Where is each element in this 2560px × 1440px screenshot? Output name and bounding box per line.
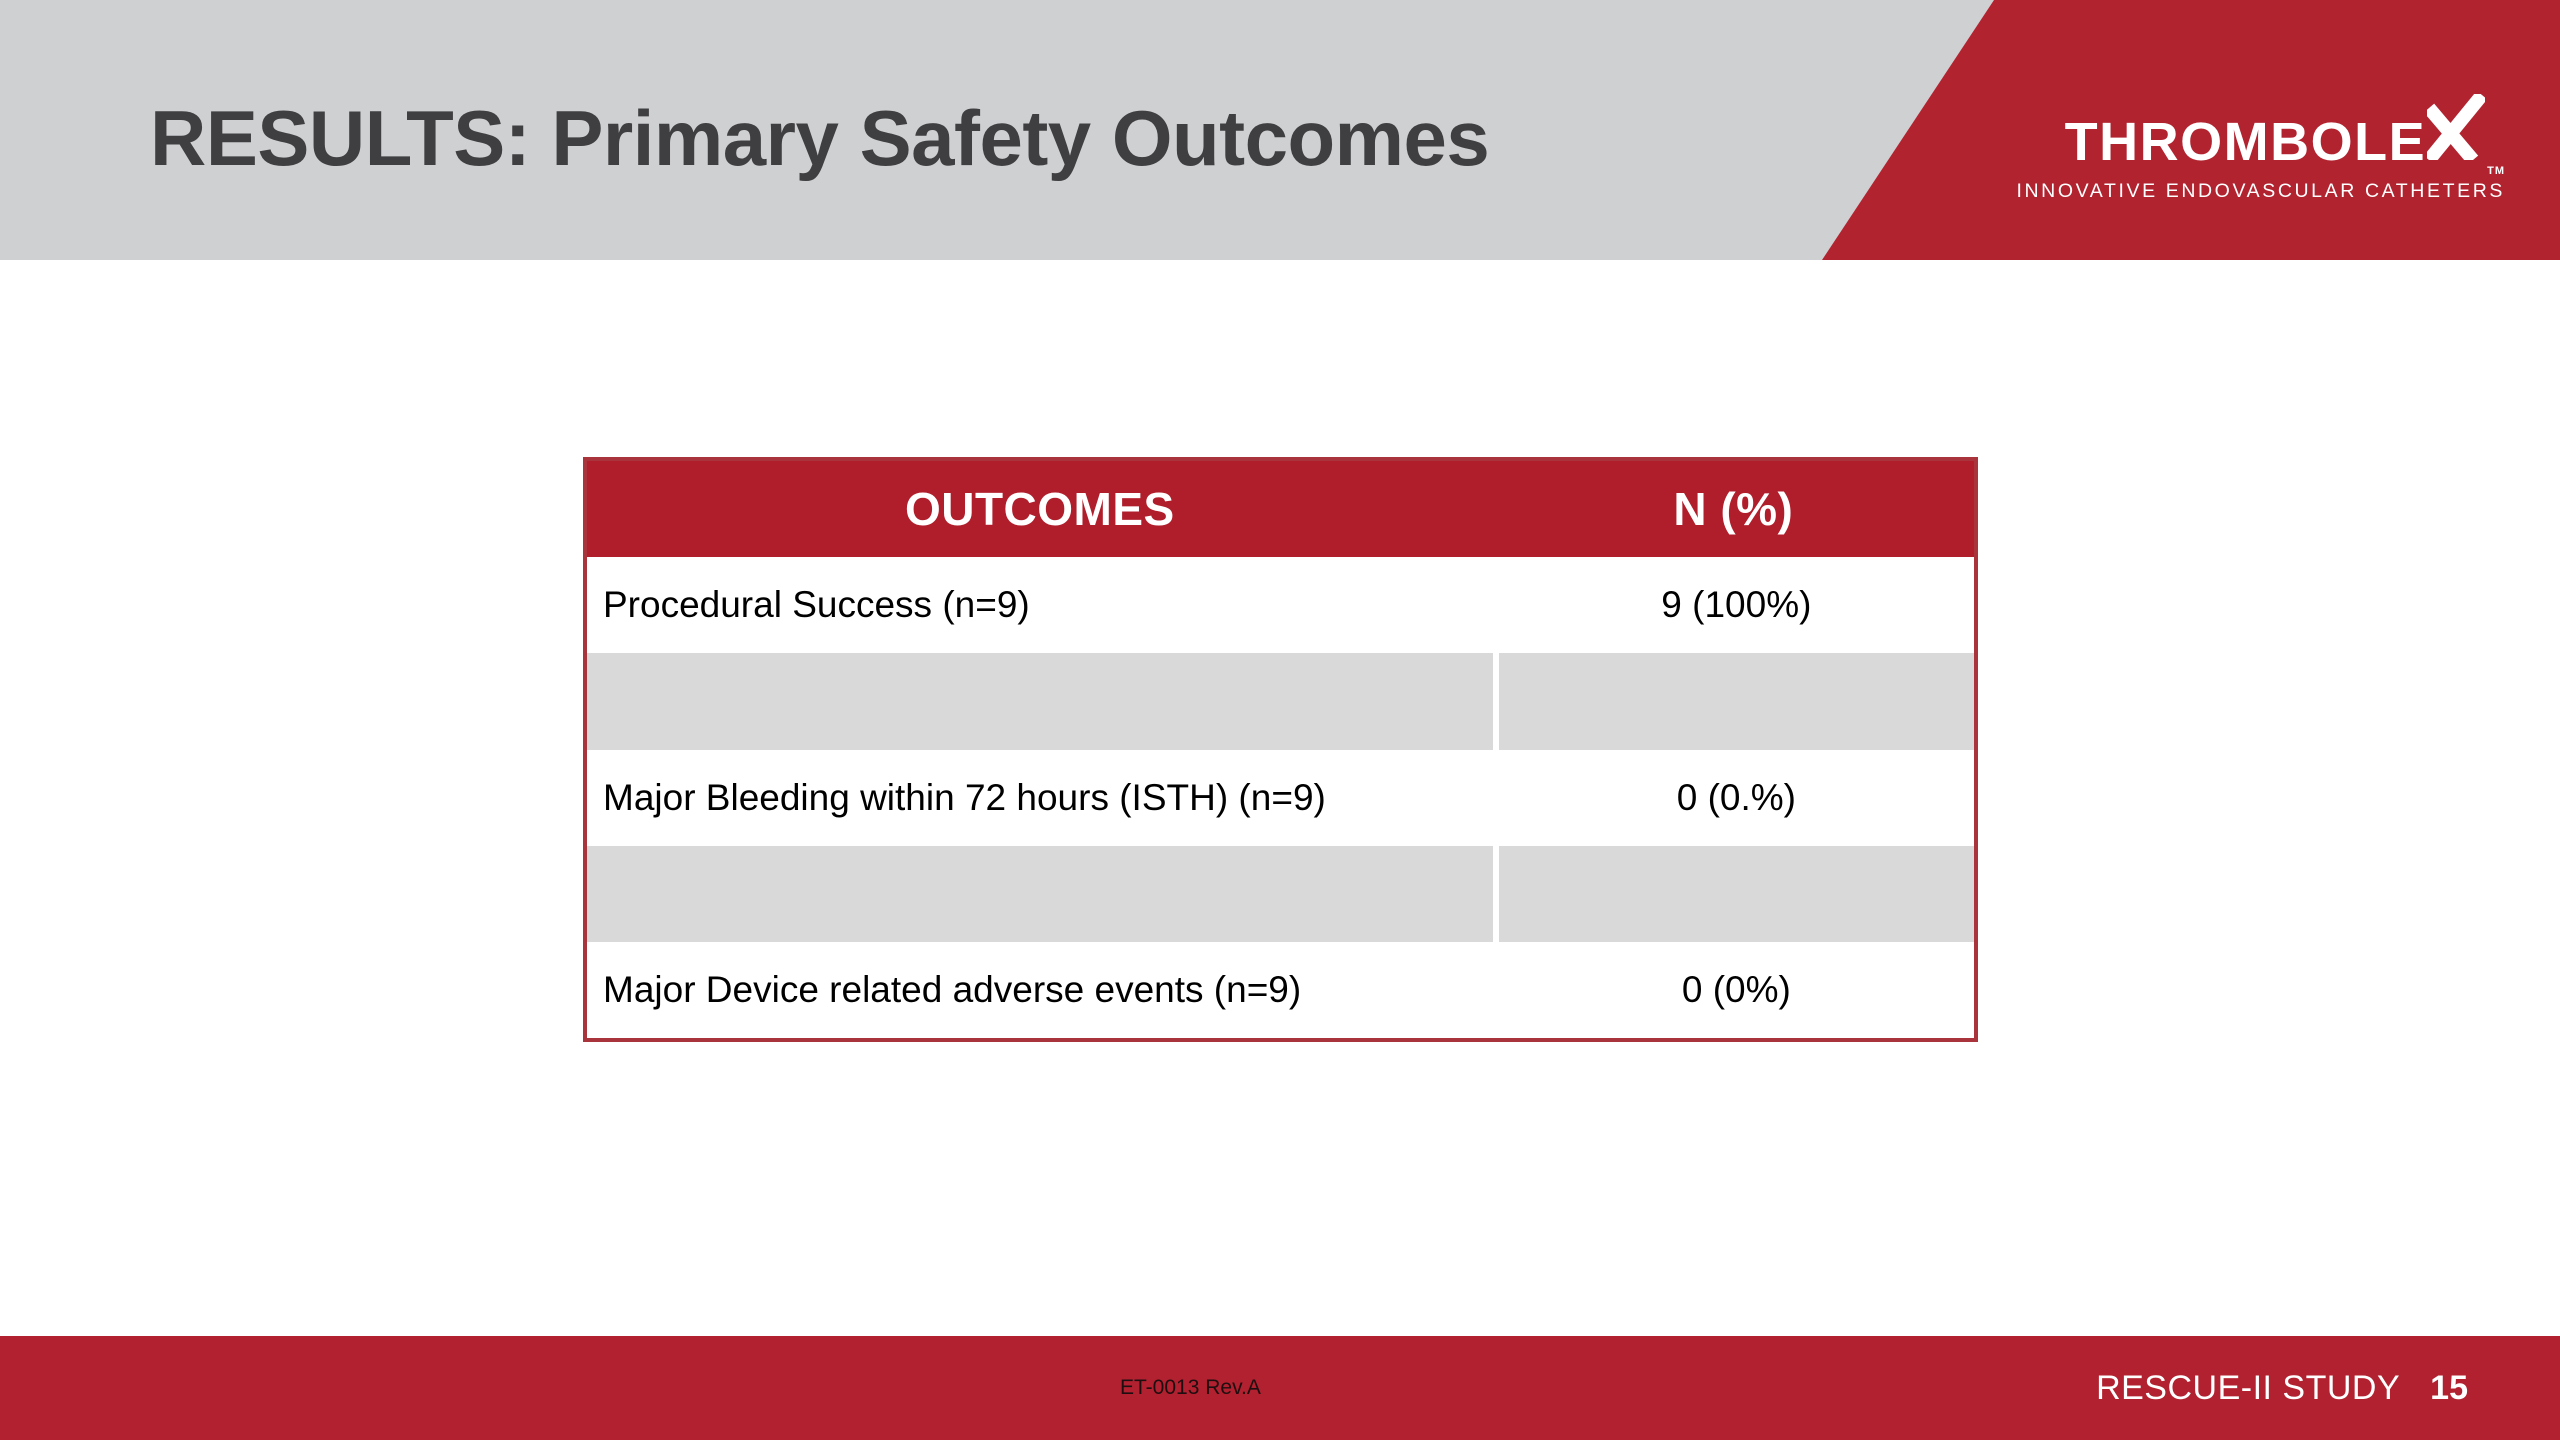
table-row: Major Bleeding within 72 hours (ISTH) (n… <box>587 749 1974 846</box>
outcome-label: Major Device related adverse events (n=9… <box>603 968 1302 1010</box>
study-name-label: RESCUE-II STUDY <box>2096 1368 2401 1407</box>
table-row: Major Device related adverse events (n=9… <box>587 941 1974 1039</box>
outcome-value: 9 (100%) <box>1492 557 1974 654</box>
outcome-label: Major Bleeding within 72 hours (ISTH) (n… <box>603 776 1326 818</box>
table-header-row: OUTCOMES N (%) <box>587 461 1974 558</box>
outcome-value <box>1492 845 1974 942</box>
page-number: 15 <box>2430 1368 2468 1407</box>
trademark-symbol: TM <box>2487 165 2505 177</box>
column-header-outcomes: OUTCOMES <box>904 483 1175 536</box>
outcome-value <box>1492 653 1974 750</box>
footer-band: ET-0013 Rev.A RESCUE-II STUDY 15 <box>0 1336 2560 1440</box>
table-row: Procedural Success (n=9) 9 (100%) <box>587 557 1974 654</box>
outcome-label <box>587 653 1493 750</box>
table-row-spacer <box>587 845 1974 942</box>
document-code: ET-0013 Rev.A <box>1120 1376 1261 1399</box>
logo-text: THROMBOLE <box>2064 112 2427 172</box>
outcome-value: 0 (0.%) <box>1492 749 1974 846</box>
table-row-spacer <box>587 653 1974 750</box>
footer-right-group: RESCUE-II STUDY 15 <box>2096 1336 2468 1440</box>
outcome-label <box>587 845 1493 942</box>
outcome-value: 0 (0%) <box>1492 941 1974 1039</box>
thrombolex-logo: THROMBOLE TM INNOVATIVE ENDOVASCULAR CAT… <box>2016 94 2505 203</box>
logo-tagline: INNOVATIVE ENDOVASCULAR CATHETERS <box>2016 180 2505 202</box>
logo-x-glyph <box>2427 94 2486 160</box>
outcomes-table: OUTCOMES N (%) Procedural Success (n=9) … <box>583 457 1978 1042</box>
column-header-n-pct: N (%) <box>1673 483 1794 536</box>
outcome-label: Procedural Success (n=9) <box>603 584 1030 626</box>
logo-wordmark: THROMBOLE TM <box>2064 94 2505 177</box>
page-title: RESULTS: Primary Safety Outcomes <box>150 93 1490 182</box>
